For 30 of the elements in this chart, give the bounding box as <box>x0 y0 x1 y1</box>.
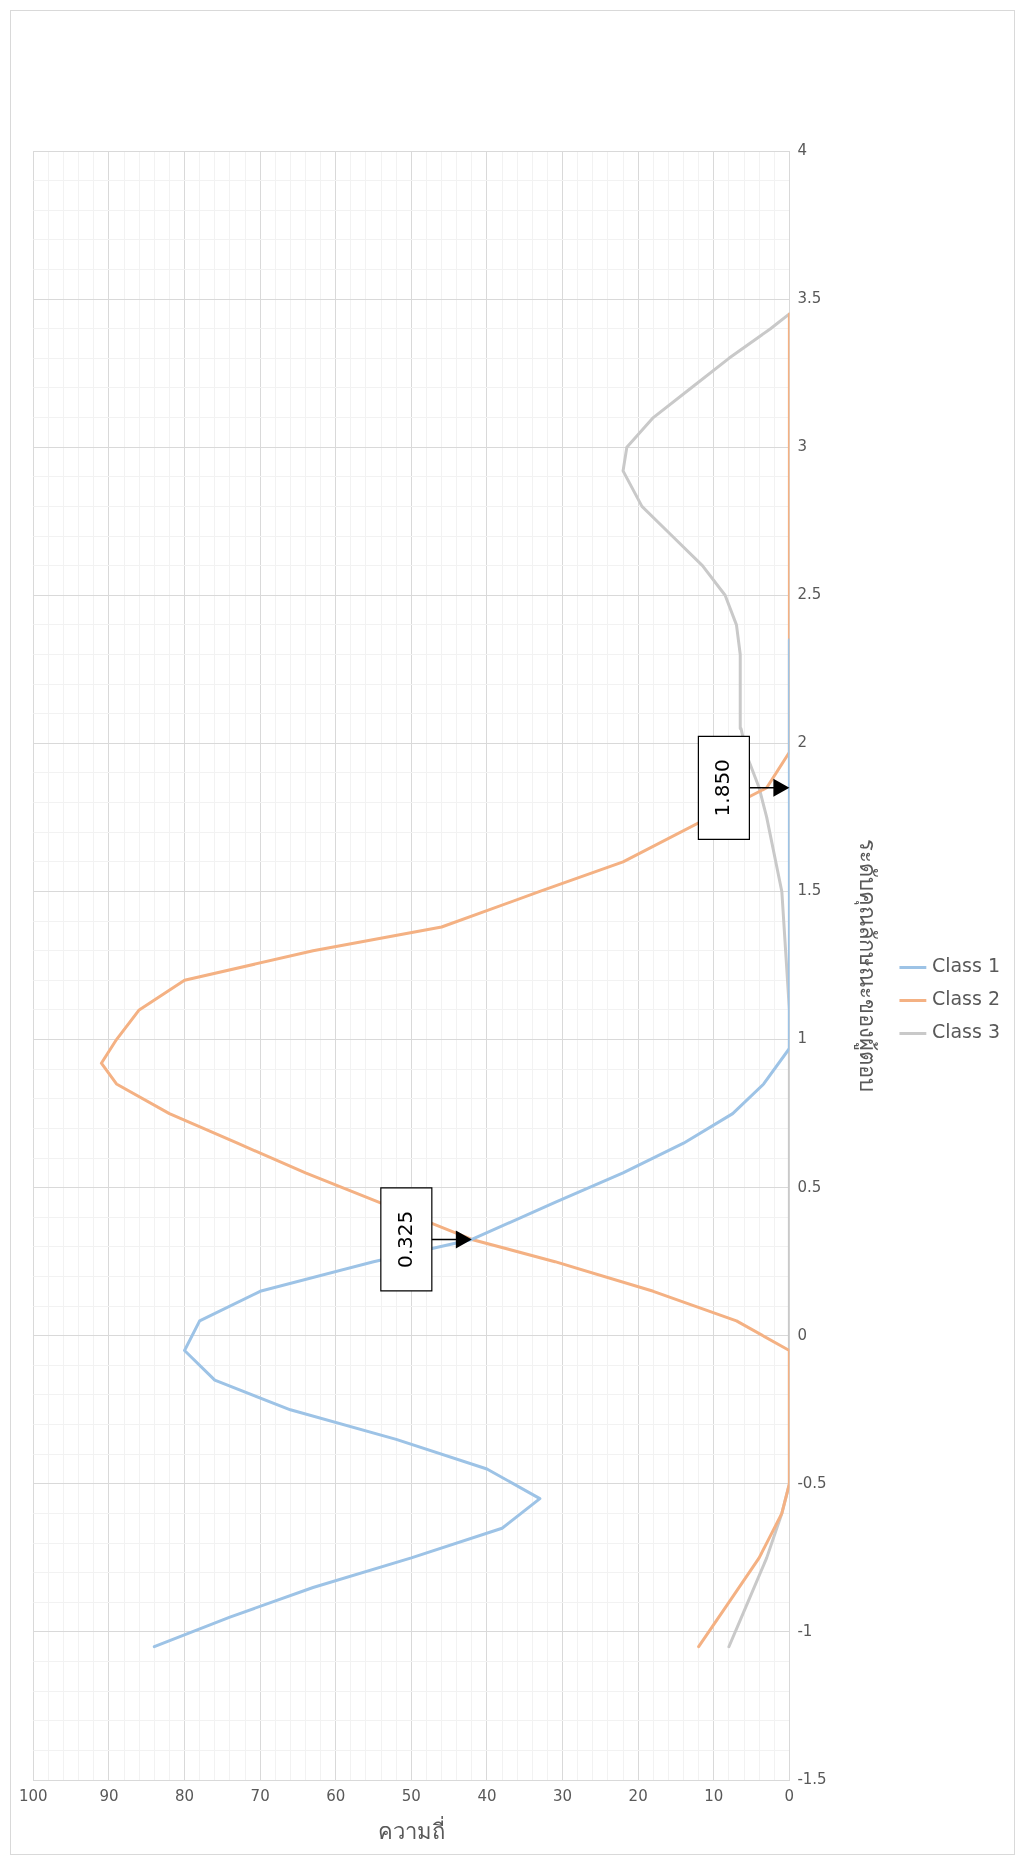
y-tick-label: 1 <box>797 1029 807 1048</box>
y-axis-title: ระดับคุณลักษณะของผู้ตอบ <box>854 839 881 1092</box>
x-tick-label: 30 <box>553 1786 573 1805</box>
legend-label: Class 2 <box>931 987 1001 1010</box>
x-tick-label: 20 <box>628 1786 648 1805</box>
y-tick-label: 3.5 <box>797 288 822 307</box>
x-tick-label: 0 <box>784 1786 795 1805</box>
x-tick-label: 70 <box>250 1786 270 1805</box>
annotation: 1.850 <box>710 759 735 817</box>
legend-label: Class 3 <box>931 1020 1001 1043</box>
y-tick-label: 1.5 <box>797 881 822 900</box>
y-tick-label: 0.5 <box>797 1177 822 1196</box>
x-tick-label: 100 <box>18 1786 48 1805</box>
x-tick-label: 60 <box>326 1786 346 1805</box>
y-tick-label: 0 <box>797 1325 807 1344</box>
y-tick-label: -1.5 <box>797 1769 827 1788</box>
x-tick-label: 90 <box>99 1786 119 1805</box>
y-tick-label: -1 <box>797 1621 813 1640</box>
y-tick-label: 3 <box>797 437 807 456</box>
y-tick-label: 2 <box>797 733 807 752</box>
x-tick-label: 10 <box>704 1786 724 1805</box>
x-tick-label: 80 <box>174 1786 195 1805</box>
legend-label: Class 1 <box>931 954 1001 977</box>
annotation: 0.325 <box>392 1210 417 1269</box>
y-tick-label: -0.5 <box>797 1473 827 1492</box>
x-tick-label: 40 <box>477 1786 497 1805</box>
x-tick-label: 50 <box>401 1786 421 1805</box>
y-tick-label: 4 <box>797 140 807 159</box>
x-axis-title: ความถี่ <box>377 1815 445 1844</box>
y-tick-label: 2.5 <box>797 585 822 604</box>
